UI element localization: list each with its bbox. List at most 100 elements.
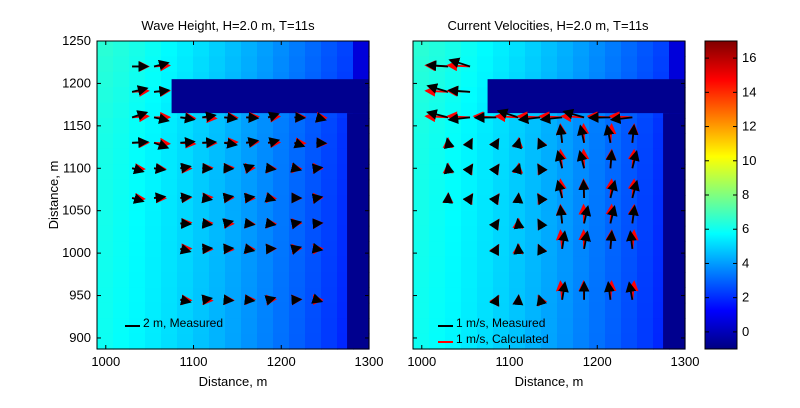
heatmap-cell [509, 179, 526, 196]
heatmap-cell [209, 164, 226, 181]
arrow-measured [132, 137, 150, 148]
heatmap-cell [97, 118, 114, 134]
heatmap-cell [541, 133, 558, 150]
heatmap-cell [589, 133, 606, 150]
heatmap-cell [413, 318, 430, 335]
heatmap-cell [145, 179, 162, 196]
heatmap-cell [289, 179, 306, 196]
heatmap-cell [177, 179, 194, 196]
heatmap-cell [461, 333, 478, 350]
heatmap-cell [445, 256, 462, 273]
heatmap-cell [477, 56, 494, 73]
arrow-measured [511, 137, 522, 150]
arrow-measured [625, 281, 637, 300]
arrow-measured [202, 137, 217, 148]
heatmap-cell [573, 272, 590, 288]
heatmap-cell [589, 148, 606, 165]
heatmap-cell [413, 179, 430, 196]
heatmap-cell [621, 56, 638, 73]
heatmap-cell [557, 210, 574, 227]
heatmap-cell [637, 56, 654, 73]
heatmap-cell [605, 302, 622, 319]
arrow-measured [447, 85, 471, 97]
arrow-measured [264, 192, 277, 203]
heatmap-cell [353, 41, 370, 57]
heatmap-cell [509, 241, 526, 258]
heatmap-cell [557, 133, 574, 150]
arrow-measured [131, 85, 149, 96]
panel-current-velocities: Current Velocities, H=2.0 m, T=11s 1000 1… [407, 18, 699, 389]
heatmap-cell [429, 179, 446, 196]
heatmap-cell [225, 225, 242, 242]
heatmap-cell [525, 118, 542, 134]
colorbar-tick-label: 6 [742, 221, 749, 236]
heatmap-cell [161, 333, 178, 350]
heatmap-cell [589, 272, 606, 288]
heatmap-cell [273, 41, 290, 57]
heatmap-cell [573, 179, 590, 196]
arrow-measured [245, 137, 260, 148]
heatmap-cell [113, 56, 130, 73]
heatmap-cell [273, 272, 290, 288]
arrow-measured [131, 193, 145, 204]
heatmap-cell [461, 87, 478, 104]
heatmap-cell [461, 318, 478, 335]
heatmap-cell [541, 148, 558, 165]
heatmap-cell [493, 133, 510, 150]
heatmap-cell [557, 241, 574, 258]
heatmap-cell [129, 179, 146, 196]
heatmap-cell [289, 272, 306, 288]
heatmap-cell [113, 148, 130, 165]
heatmap-cell [161, 148, 178, 165]
heatmap-cell [225, 118, 242, 134]
heatmap-cell [429, 272, 446, 288]
plot-frame [412, 40, 686, 350]
heatmap-cell [145, 225, 162, 242]
heatmap-cell [509, 333, 526, 350]
heatmap-cell [509, 56, 526, 73]
heatmap-cell [541, 164, 558, 181]
heatmap-cell [461, 225, 478, 242]
heatmap-cell [145, 333, 162, 350]
heatmap-cell [493, 148, 510, 165]
colorbar-gradient [704, 40, 738, 350]
heatmap-cell [509, 164, 526, 181]
heatmap-cell [509, 195, 526, 211]
heatmap-cell [177, 318, 194, 335]
arrow-measured [311, 242, 324, 254]
heatmap-cell [445, 87, 462, 104]
heatmap-cell [509, 210, 526, 227]
heatmap-cell [321, 118, 338, 134]
heatmap-cell [461, 179, 478, 196]
arrow-measured [131, 163, 145, 175]
arrow-measured [265, 162, 277, 174]
heatmap-cell [97, 318, 114, 335]
y-tick-label: 1250 [62, 33, 91, 48]
arrow-measured [201, 294, 214, 306]
breakwater-arm [487, 79, 685, 114]
breakwater-trunk [347, 113, 369, 349]
heatmap-cell [161, 225, 178, 242]
heatmap-cell [113, 302, 130, 319]
heatmap-cell [573, 302, 590, 319]
heatmap-cell [461, 241, 478, 258]
heatmap-cell [525, 179, 542, 196]
heatmap-cell [161, 41, 178, 57]
arrow-measured [607, 179, 618, 199]
arrow-measured [609, 113, 633, 125]
heatmap-cell [541, 272, 558, 288]
arrow-measured [462, 193, 474, 206]
heatmap-cell [209, 148, 226, 165]
heatmap-cell [429, 210, 446, 227]
heatmap-cell [145, 41, 162, 57]
arrow-field [424, 57, 640, 307]
arrow-measured [517, 113, 541, 125]
heatmap-cell [541, 302, 558, 319]
heatmap-cell [445, 179, 462, 196]
heatmap-cell [493, 210, 510, 227]
heatmap-cell [589, 210, 606, 227]
heatmap-cell [97, 272, 114, 288]
heatmap-cell [273, 256, 290, 273]
heatmap-cell [621, 256, 638, 273]
